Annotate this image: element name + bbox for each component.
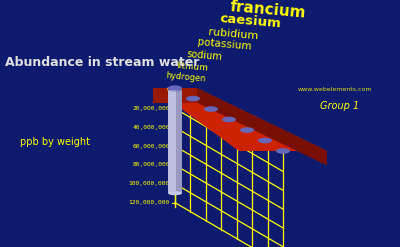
- Polygon shape: [197, 88, 327, 165]
- Text: lithium: lithium: [176, 61, 208, 73]
- Text: ppb by weight: ppb by weight: [20, 137, 90, 147]
- Text: hydrogen: hydrogen: [165, 71, 206, 83]
- Text: francium: francium: [230, 0, 307, 20]
- Text: sodium: sodium: [186, 49, 223, 62]
- Text: potassium: potassium: [198, 37, 252, 52]
- Text: 20,000,000: 20,000,000: [132, 106, 170, 111]
- Text: Abundance in stream water: Abundance in stream water: [5, 56, 199, 69]
- Ellipse shape: [258, 138, 272, 143]
- Text: 120,000,000: 120,000,000: [129, 200, 170, 205]
- FancyBboxPatch shape: [168, 90, 182, 193]
- Text: 40,000,000: 40,000,000: [132, 125, 170, 130]
- Ellipse shape: [204, 106, 218, 112]
- Text: caesium: caesium: [219, 13, 282, 31]
- Polygon shape: [153, 88, 197, 103]
- Text: 100,000,000: 100,000,000: [129, 181, 170, 186]
- Text: 80,000,000: 80,000,000: [132, 163, 170, 167]
- Ellipse shape: [222, 117, 236, 122]
- Ellipse shape: [168, 191, 182, 195]
- Ellipse shape: [276, 148, 290, 154]
- Polygon shape: [168, 90, 176, 193]
- Ellipse shape: [186, 96, 200, 102]
- Text: rubidium: rubidium: [208, 27, 259, 41]
- Ellipse shape: [240, 127, 254, 133]
- Text: 0: 0: [166, 87, 170, 92]
- Text: Group 1: Group 1: [320, 101, 360, 111]
- Text: 60,000,000: 60,000,000: [132, 144, 170, 149]
- Polygon shape: [153, 88, 327, 151]
- Text: www.webelements.com: www.webelements.com: [298, 87, 372, 92]
- Ellipse shape: [168, 85, 182, 91]
- Ellipse shape: [168, 88, 182, 92]
